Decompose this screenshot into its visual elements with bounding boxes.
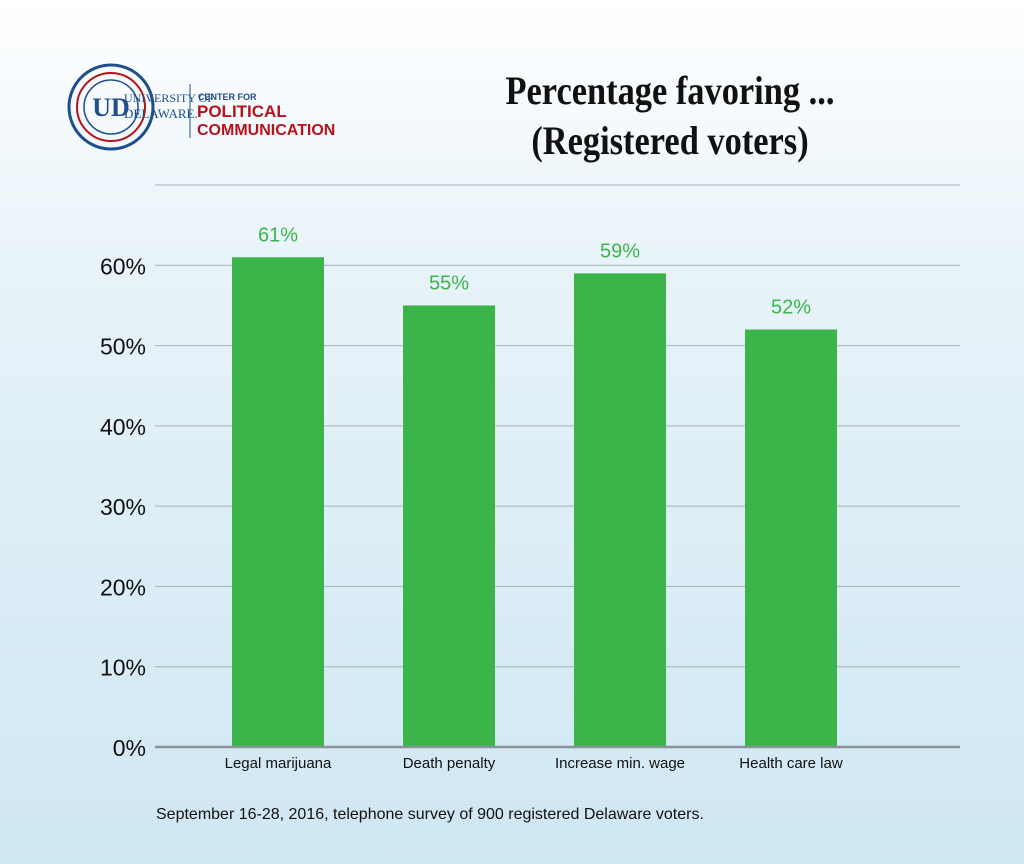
y-tick-label: 40%	[100, 414, 146, 440]
x-tick-label: Death penalty	[403, 755, 496, 772]
y-tick-label: 60%	[100, 253, 146, 279]
y-tick-label: 50%	[100, 334, 146, 360]
data-label: 52%	[771, 297, 811, 319]
logo-mark: UD	[92, 93, 130, 122]
logo-center-small: CENTER FOR	[198, 92, 257, 102]
bar	[403, 305, 495, 747]
logo-middle-ring	[76, 72, 146, 142]
y-tick-label: 10%	[100, 655, 146, 681]
y-tick-label: 30%	[100, 494, 146, 520]
logo-center-line1: POLITICAL	[197, 102, 287, 121]
data-label: 55%	[429, 272, 469, 294]
chart-title-line1: Percentage favoring ...	[505, 68, 835, 113]
logo-university-line1: UNIVERSITY OF	[124, 91, 214, 105]
x-tick-label: Legal marijuana	[225, 755, 332, 772]
logo-inner-ring	[83, 79, 139, 135]
bar	[232, 257, 324, 747]
university-logo: UD UNIVERSITY OF DELAWARE. CENTER FOR PO…	[67, 63, 335, 151]
footnote: September 16-28, 2016, telephone survey …	[156, 806, 704, 823]
chart-title: Percentage favoring ... (Registered vote…	[464, 66, 877, 166]
logo-university-line2: DELAWARE.	[124, 106, 198, 121]
data-label: 61%	[258, 224, 298, 246]
x-tick-label: Health care law	[739, 755, 843, 772]
logo-outer-ring	[67, 63, 155, 151]
data-label: 59%	[600, 240, 640, 262]
bar	[745, 329, 837, 747]
logo-center-line2: COMMUNICATION	[197, 122, 335, 139]
x-tick-label: Increase min. wage	[555, 755, 685, 772]
y-tick-label: 0%	[113, 735, 146, 761]
y-tick-label: 20%	[100, 574, 146, 600]
chart-title-line2: (Registered voters)	[531, 118, 809, 163]
bar	[574, 273, 666, 747]
